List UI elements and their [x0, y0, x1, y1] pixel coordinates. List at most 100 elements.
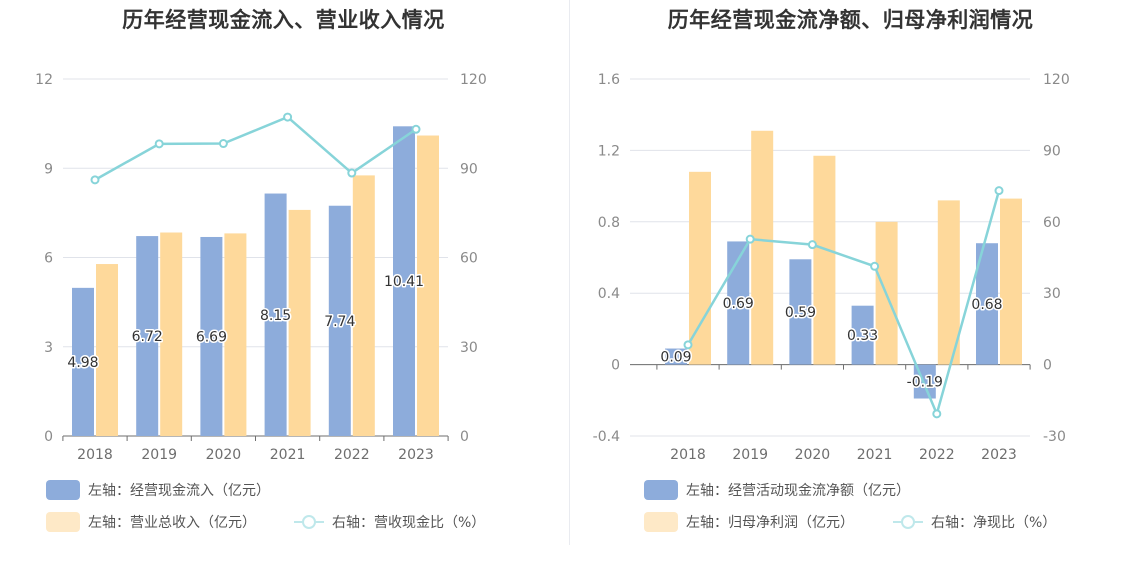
right-axis-tick: 60 [460, 251, 478, 267]
bar-data-label: 10.41 [384, 274, 424, 290]
left-axis-tick: 3 [44, 340, 53, 356]
bar-series-1 [851, 305, 874, 365]
x-axis-tick: 2023 [981, 447, 1017, 463]
legend-swatch-orange [46, 512, 80, 532]
legend-swatch-blue [46, 480, 80, 500]
bar-series-1 [136, 236, 159, 436]
net-cashflow-profit-chart: -0.4 -30 0 0 0.4 30 0.8 60 1.2 90 1.6 120 2018 2019 20… [593, 72, 1070, 463]
left-axis-tick: 0 [611, 358, 620, 374]
left-axis-tick: 9 [44, 161, 53, 177]
bar-series-2 [1000, 198, 1022, 365]
ratio-line-point [218, 139, 228, 149]
right-axis-tick: -30 [1043, 429, 1066, 445]
bar-series-2 [96, 264, 118, 436]
bar-series-1 [976, 243, 998, 365]
left-axis-tick: 0.8 [598, 215, 620, 231]
ratio-line-point [411, 124, 421, 134]
bar-series-2 [417, 135, 439, 436]
ratio-line-point [154, 139, 164, 149]
ratio-line-point [745, 234, 755, 244]
left-axis-tick: 1.2 [598, 143, 620, 159]
legend-item-revenue[interactable]: 左轴：营业总收入（亿元） [46, 511, 256, 533]
right-axis-tick: 120 [1043, 72, 1070, 88]
x-axis-tick: 2021 [857, 447, 893, 463]
bar-data-label: 8.15 [260, 308, 291, 324]
legend-swatch-orange [644, 512, 678, 532]
legend-item-cash-inflow[interactable]: 左轴：经营现金流入（亿元） [46, 479, 270, 501]
ratio-line-point [283, 112, 293, 122]
legend-label: 左轴：经营活动现金流净额（亿元） [686, 483, 910, 499]
x-axis-tick: 2023 [398, 447, 434, 463]
right-axis-tick: 90 [460, 161, 478, 177]
left-axis-tick: -0.4 [593, 429, 620, 445]
net-cashflow-profit-panel: 历年经营现金流净额、归母净利润情况 -0.4 -30 0 0 0.4 30 0.8 60 1.2… [567, 0, 1134, 582]
x-axis-tick: 2019 [732, 447, 768, 463]
right-axis-tick: 60 [1043, 215, 1061, 231]
legend-line-marker [893, 512, 923, 532]
right-axis-tick: 30 [1043, 286, 1061, 302]
legend-label: 右轴：营收现金比（%） [332, 515, 486, 531]
x-axis-tick: 2022 [334, 447, 370, 463]
bar-data-label: 4.98 [67, 355, 98, 371]
x-axis-tick: 2020 [795, 447, 831, 463]
bar-data-label: 0.33 [847, 328, 878, 344]
ratio-line-point [994, 186, 1004, 196]
bar-data-label: 0.59 [785, 305, 816, 321]
bar-data-label: -0.19 [907, 375, 943, 391]
left-axis-tick: 0 [44, 429, 53, 445]
right-axis-tick: 120 [460, 72, 487, 88]
legend-label: 左轴：归母净利润（亿元） [686, 515, 854, 531]
bar-series-1 [328, 205, 351, 436]
ratio-line [94, 115, 417, 181]
bar-series-1 [264, 193, 287, 436]
bar-series-1 [665, 348, 687, 365]
x-axis-tick: 2018 [77, 447, 113, 463]
bar-data-label: 0.68 [971, 297, 1002, 313]
legend-swatch-blue [644, 480, 678, 500]
bar-series-1 [789, 259, 812, 365]
chart-title: 历年经营现金流入、营业收入情况 [122, 8, 445, 32]
bar-series-2 [352, 175, 375, 436]
ratio-line-point [683, 340, 693, 350]
ratio-line-point [90, 175, 100, 185]
bar-series-1 [200, 236, 223, 436]
bar-series-2 [751, 130, 774, 365]
legend-label: 左轴：营业总收入（亿元） [88, 515, 256, 531]
ratio-line-point [870, 261, 880, 271]
bar-data-label: 7.74 [324, 314, 355, 330]
bar-data-label: 6.69 [196, 329, 227, 345]
bar-data-label: 0.69 [723, 296, 754, 312]
legend-label: 右轴：净现比（%） [931, 515, 1057, 531]
left-axis-tick: 1.6 [598, 72, 620, 88]
x-axis-tick: 2022 [919, 447, 955, 463]
bar-series-2 [813, 155, 836, 365]
left-axis-tick: 0.4 [598, 286, 620, 302]
x-axis-tick: 2021 [270, 447, 306, 463]
x-axis-tick: 2019 [141, 447, 177, 463]
ratio-line [686, 190, 1001, 418]
legend-item-net-cash-ratio[interactable]: 右轴：净现比（%） [893, 511, 1056, 533]
legend-label: 左轴：经营现金流入（亿元） [88, 483, 270, 499]
bar-data-label: 0.09 [660, 350, 691, 366]
left-axis-tick: 12 [35, 72, 53, 88]
right-axis-tick: 0 [460, 429, 469, 445]
chart-title: 历年经营现金流净额、归母净利润情况 [667, 8, 1034, 32]
right-axis-tick: 90 [1043, 143, 1061, 159]
bar-series-1 [727, 241, 750, 365]
bar-series-2 [160, 232, 183, 436]
ratio-line-point [807, 240, 817, 250]
legend-item-cash-revenue-ratio[interactable]: 右轴：营收现金比（%） [294, 511, 485, 533]
cash-inflow-revenue-chart: 0 0 3 30 6 60 9 90 12 120 2018 2019 2020 2021 2022 2023… [35, 72, 487, 463]
cash-inflow-revenue-panel: 历年经营现金流入、营业收入情况 0 0 3 30 6 60 9 90 12 120 2018 2019… [35, 8, 487, 533]
legend-item-net-profit[interactable]: 左轴：归母净利润（亿元） [644, 511, 854, 533]
right-axis-tick: 30 [460, 340, 478, 356]
x-axis-tick: 2020 [206, 447, 242, 463]
bar-series-2 [224, 233, 247, 436]
legend-item-net-cashflow[interactable]: 左轴：经营活动现金流净额（亿元） [644, 479, 910, 501]
legend-line-marker [294, 512, 324, 532]
ratio-line-point [347, 168, 357, 178]
bar-series-2 [937, 200, 960, 365]
ratio-line-point [932, 409, 942, 419]
bar-series-2 [288, 209, 311, 436]
